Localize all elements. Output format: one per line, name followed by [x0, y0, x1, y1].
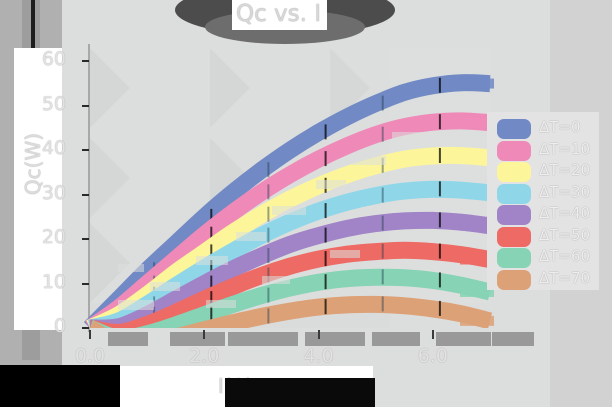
legend-item-label: ΔT=70: [539, 268, 591, 287]
legend-item-label: ΔT=20: [539, 161, 591, 179]
legend-panel: ΔT=0 ΔT=10 ΔT=20 ΔT=30 ΔT=40 ΔT=50 ΔT=60 ΔT=70: [487, 112, 599, 290]
y-tick-label: 60: [41, 48, 66, 71]
y-tick-mark: [82, 193, 89, 196]
axis-edge-artifact: [372, 332, 420, 346]
y-tick-mark: [82, 282, 89, 285]
axis-edge-artifact: [228, 332, 298, 346]
legend-item-label: ΔT=50: [539, 225, 591, 244]
axis-edge-artifact: [305, 332, 365, 346]
y-tick-mark: [82, 238, 89, 241]
y-axis-line: [88, 44, 90, 332]
legend-item[interactable]: ΔT=20: [487, 161, 599, 183]
x-tick-mark: [317, 330, 320, 339]
y-tick-label: 50: [41, 92, 66, 115]
left-edge-artifact: [31, 0, 35, 48]
axis-edge-artifact: [436, 332, 491, 346]
legend-item[interactable]: ΔT=60: [487, 247, 599, 269]
y-tick-label: 30: [41, 181, 66, 204]
legend-color-swatch: [497, 205, 531, 225]
legend-item[interactable]: ΔT=70: [487, 269, 599, 291]
legend-color-swatch: [497, 119, 531, 139]
y-axis-label-backdrop: [14, 48, 62, 330]
legend-item[interactable]: ΔT=0: [487, 118, 599, 140]
legend-color-swatch: [497, 183, 531, 204]
x-tick-label: 6.0: [417, 345, 448, 367]
plot-background-artifacts: [90, 48, 490, 328]
y-tick-mark: [82, 327, 89, 329]
y-tick-mark: [82, 60, 89, 63]
legend-item-label: ΔT=60: [539, 247, 591, 265]
x-tick-label: 2.0: [189, 345, 220, 367]
legend-item[interactable]: ΔT=50: [487, 226, 599, 248]
x-tick-label: 4.0: [303, 345, 334, 367]
x-tick-mark: [203, 330, 206, 339]
y-tick-mark: [82, 149, 89, 152]
bottom-left-artifact: [0, 365, 120, 407]
y-tick-label: 40: [41, 137, 66, 160]
legend-color-swatch: [497, 269, 531, 290]
axis-edge-artifact: [492, 332, 534, 346]
y-tick-label: 20: [41, 226, 66, 249]
x-tick-mark: [89, 330, 91, 339]
legend-item-label: ΔT=40: [539, 204, 591, 222]
legend-item[interactable]: ΔT=10: [487, 140, 599, 162]
legend-item-label: ΔT=30: [539, 182, 591, 201]
y-tick-label: 0: [53, 315, 66, 337]
legend-item-label: ΔT=0: [539, 118, 581, 136]
x-tick-label: 0.0: [74, 345, 106, 367]
legend-color-swatch: [497, 140, 531, 161]
x-tick-mark: [431, 330, 434, 339]
legend-item[interactable]: ΔT=30: [487, 183, 599, 205]
legend-color-swatch: [497, 162, 531, 182]
axis-edge-artifact: [108, 332, 148, 346]
axis-edge-artifact: [170, 332, 225, 346]
legend-item-label: ΔT=10: [539, 139, 591, 158]
legend-color-swatch: [497, 226, 531, 247]
legend-color-swatch: [497, 248, 531, 268]
y-tick-label: 10: [41, 270, 66, 293]
bottom-center-artifact: [225, 378, 375, 407]
y-tick-mark: [82, 104, 89, 107]
legend-item[interactable]: ΔT=40: [487, 204, 599, 226]
chart-title: Qc vs. I: [232, 0, 328, 30]
